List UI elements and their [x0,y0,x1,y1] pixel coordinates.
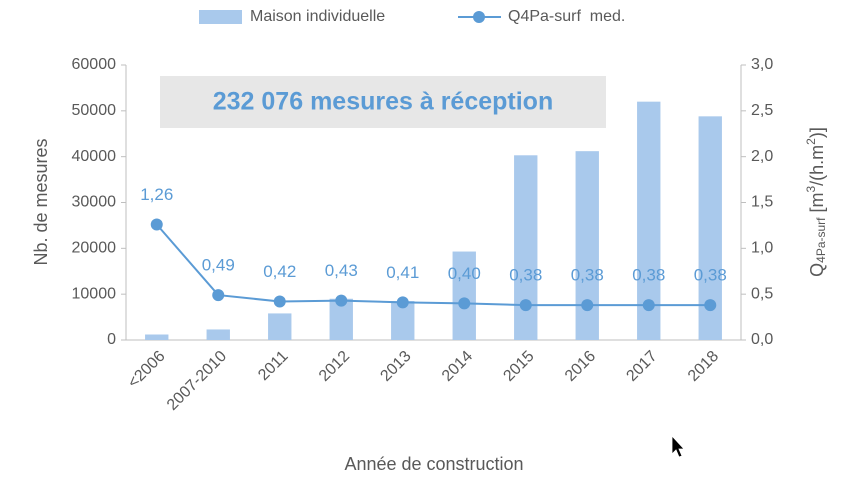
data-label: 0,38 [694,266,727,285]
y-tick-label: 40000 [72,148,117,165]
line-marker [642,299,655,312]
line-marker [581,299,594,312]
data-label: 0,38 [509,266,542,285]
line-marker [212,289,225,302]
y-tick-label: 10000 [72,285,117,302]
line-marker [273,295,286,308]
annotation-box [160,76,606,128]
line-marker [519,299,532,312]
bar [391,301,415,340]
y2-label-part: /(h.m [807,145,827,186]
x-tick-label: 2017 [623,348,660,385]
y-axis-label: Nb. de mesures [31,138,51,265]
line [155,223,711,307]
bar [514,155,538,340]
x-tick-label: 2011 [255,348,291,384]
y2-label-part: 3 [804,186,818,193]
y2-label-part: [m [807,193,827,218]
mouse-cursor [671,434,685,458]
y2-tick-label: 2,0 [751,148,773,165]
legend-swatch [199,10,242,24]
x-tick-label: 2012 [316,348,353,385]
y2-axis-label: Q4Pa-surf [m3/(h.m2)] [804,127,828,277]
data-label: 0,38 [632,266,665,285]
y2-tick-label: 2,5 [751,102,773,119]
y2-label-part: Q [807,263,827,277]
data-label: 0,41 [386,263,419,282]
data-label: 0,49 [202,256,235,275]
bar [452,251,476,340]
legend-swatch [473,11,485,23]
y2-tick-label: 0,0 [751,331,773,348]
y2-tick-label: 1,0 [751,240,773,257]
x-tick-label: 2018 [685,348,722,385]
x-tick-label: 2016 [562,348,599,385]
y2-tick-label: 3,0 [751,56,773,73]
data-label: 0,43 [325,261,358,280]
bar [268,313,292,340]
y-tick-label: 50000 [72,102,117,119]
y-tick-label: 60000 [72,56,117,73]
y-tick-label: 30000 [72,194,117,211]
y2-label-part: )] [807,127,827,138]
y2-label-part: 4Pa-surf [814,217,828,263]
bar [575,151,599,340]
line-marker [396,296,409,309]
line-marker [458,297,471,310]
data-label: 0,42 [263,262,296,281]
x-tick-label: 2013 [377,348,414,385]
data-label: 0,38 [571,266,604,285]
legend-label: Maison individuelle [250,8,385,25]
line-marker [150,218,163,231]
bar [206,329,230,340]
y-tick-label: 20000 [72,240,117,257]
x-tick-label: 2015 [500,348,537,385]
y2-label-part: 2 [804,138,818,145]
y-tick-label: 0 [107,331,116,348]
line-marker [335,294,348,307]
bar [637,101,661,341]
annotation: 232 076 mesures à réception [213,88,553,116]
x-axis-label: Année de construction [344,454,523,474]
bar [698,116,722,340]
y2-tick-label: 1,5 [751,194,773,211]
x-tick-label: <2006 [125,348,169,392]
y2-tick-label: 0,5 [751,285,773,302]
bar [329,298,353,340]
bar [145,334,169,340]
x-tick-label: 2007-2010 [164,348,230,414]
legend-label: Q4Pa-surf med. [508,8,625,25]
data-label: 0,40 [448,264,481,283]
data-label: 1,26 [140,185,173,204]
x-tick-label: 2014 [439,348,476,385]
line-marker [704,299,717,312]
